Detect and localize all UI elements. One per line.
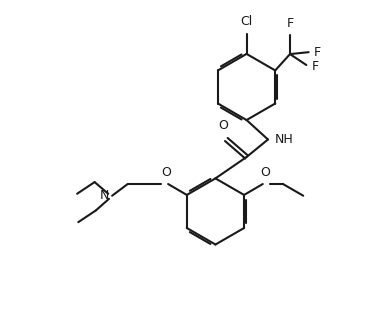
Text: NH: NH — [275, 133, 294, 146]
Text: O: O — [218, 120, 228, 133]
Text: O: O — [161, 166, 171, 179]
Text: F: F — [314, 46, 321, 59]
Text: F: F — [312, 60, 319, 73]
Text: N: N — [100, 189, 109, 202]
Text: O: O — [260, 166, 270, 179]
Text: F: F — [287, 17, 294, 30]
Text: Cl: Cl — [240, 15, 253, 28]
